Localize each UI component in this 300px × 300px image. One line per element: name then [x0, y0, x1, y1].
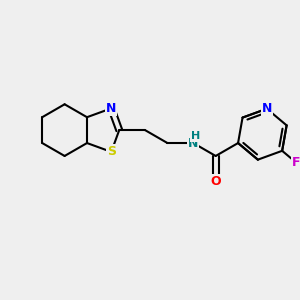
Text: S: S — [107, 146, 116, 158]
Text: H: H — [191, 131, 200, 141]
Text: O: O — [210, 175, 221, 188]
Text: N: N — [106, 102, 116, 115]
Text: N: N — [188, 136, 199, 149]
Text: N: N — [262, 102, 272, 115]
Text: F: F — [292, 156, 300, 169]
